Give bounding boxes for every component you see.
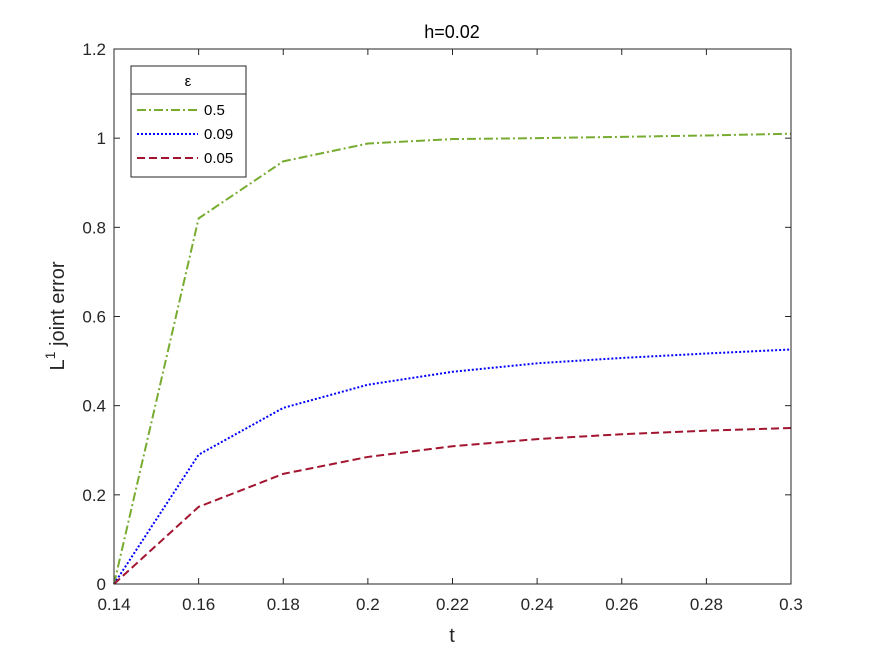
x-tick-label: 0.16 xyxy=(182,595,215,614)
x-tick-label: 0.28 xyxy=(690,595,723,614)
y-tick-label: 1.2 xyxy=(82,40,106,59)
legend: ε 0.5 0.09 0.05 xyxy=(130,65,247,178)
y-tick-label: 1 xyxy=(97,129,106,148)
x-tick-label: 0.22 xyxy=(436,595,469,614)
x-tick-label: 0.14 xyxy=(97,595,130,614)
y-axis-label-rest: joint error xyxy=(47,261,69,351)
y-tick-label: 0.6 xyxy=(82,308,106,327)
y-tick-label: 0.2 xyxy=(82,486,106,505)
legend-label-3: 0.05 xyxy=(204,150,233,167)
y-axis-label: L1 joint error xyxy=(42,261,69,370)
x-tick-label: 0.18 xyxy=(267,595,300,614)
series-line-3 xyxy=(113,426,792,585)
y-axis-label-main: L xyxy=(47,359,69,370)
legend-label-2: 0.09 xyxy=(204,126,233,143)
legend-title: ε xyxy=(185,73,192,90)
series-line-2 xyxy=(113,348,792,585)
svg-text:L1 joint error: L1 joint error xyxy=(42,261,69,370)
x-axis-label: t xyxy=(449,625,455,647)
x-tick-label: 0.26 xyxy=(605,595,638,614)
chart-title: h=0.02 xyxy=(424,22,480,42)
y-tick-label: 0.4 xyxy=(82,397,106,416)
y-tick-label: 0 xyxy=(97,575,106,594)
legend-label-1: 0.5 xyxy=(204,102,225,119)
x-tick-label: 0.3 xyxy=(779,595,803,614)
series-line-1 xyxy=(113,132,792,585)
y-tick-label: 0.8 xyxy=(82,218,106,237)
x-tick-label: 0.24 xyxy=(521,595,554,614)
x-tick-label: 0.2 xyxy=(356,595,380,614)
y-axis-label-sup: 1 xyxy=(42,351,58,359)
